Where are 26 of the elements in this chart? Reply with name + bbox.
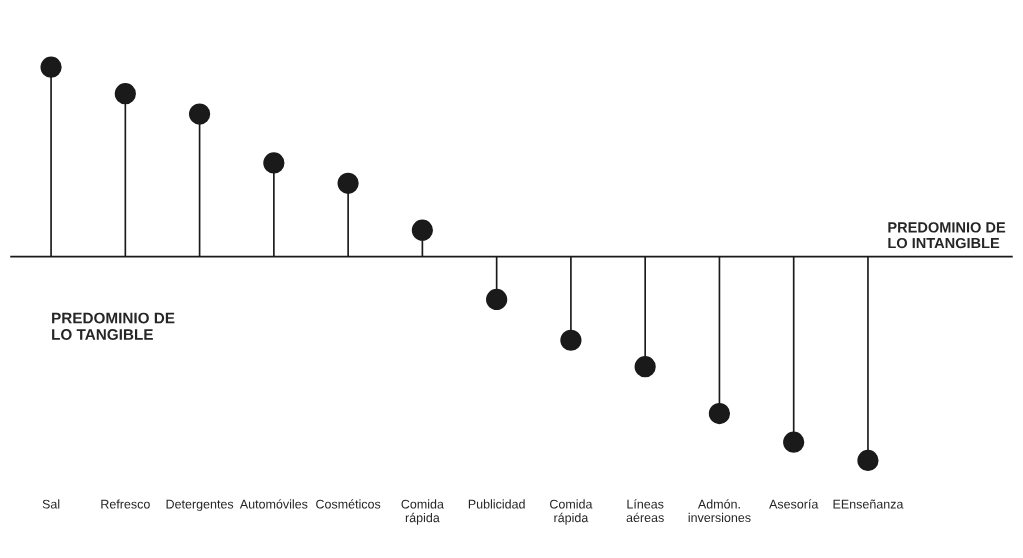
x-tick-label: EEnseñanza <box>833 499 904 509</box>
point <box>411 219 433 241</box>
point <box>337 172 359 194</box>
point <box>783 431 805 453</box>
point <box>857 449 879 472</box>
x-tick-label: Admón. inversiones <box>688 499 751 523</box>
x-tick-label: Comida rápida <box>550 499 593 525</box>
x-tick-label: Comida rápida <box>401 499 444 525</box>
x-tick-label: Automóviles <box>239 499 308 509</box>
x-tick-label: Refresco <box>101 499 150 509</box>
annotation: PREDOMINIO DE LO INTANGIBLE <box>888 222 1006 249</box>
point <box>708 402 731 425</box>
point <box>486 288 508 311</box>
x-tick-label: Cosméticos <box>316 499 381 509</box>
point <box>114 83 136 105</box>
point <box>560 329 582 351</box>
point <box>40 56 62 78</box>
x-tick-label: Asesoría <box>769 499 819 509</box>
x-tick-label: Publicidad <box>468 499 525 509</box>
x-tick-label: Detergentes <box>166 499 234 512</box>
point <box>263 152 285 174</box>
x-tick-label: Líneas aéreas <box>626 499 664 523</box>
annotation: PREDOMINIO DE LO TANGIBLE <box>52 312 175 340</box>
point <box>188 103 211 125</box>
point <box>634 356 656 378</box>
x-tick-label: Sal <box>42 499 60 509</box>
